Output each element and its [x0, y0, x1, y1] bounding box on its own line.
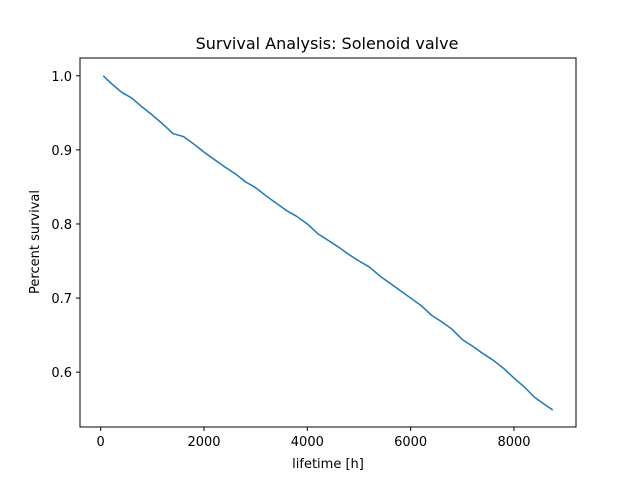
y-tick-label: 0.6: [51, 366, 72, 381]
x-tick-label: 0: [97, 435, 105, 450]
x-tick-label: 6000: [394, 435, 427, 450]
y-axis-label: Percent survival: [28, 190, 43, 294]
plot-area: [79, 57, 577, 428]
x-axis-label: lifetime [h]: [292, 457, 364, 472]
y-tick-label: 0.8: [51, 218, 72, 233]
survival-curve-line: [102, 75, 554, 411]
x-tick-label: 8000: [497, 435, 530, 450]
y-tick-label: 0.9: [51, 144, 72, 159]
y-tick-label: 0.7: [51, 292, 72, 307]
x-tick-label: 2000: [187, 435, 220, 450]
y-tick-label: 1.0: [51, 70, 72, 85]
x-tick-label: 4000: [291, 435, 324, 450]
chart-title: Survival Analysis: Solenoid valve: [196, 34, 459, 53]
